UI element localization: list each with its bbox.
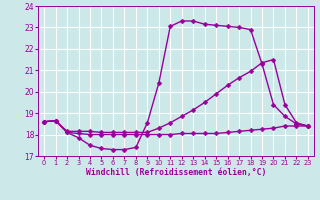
X-axis label: Windchill (Refroidissement éolien,°C): Windchill (Refroidissement éolien,°C)	[86, 168, 266, 177]
